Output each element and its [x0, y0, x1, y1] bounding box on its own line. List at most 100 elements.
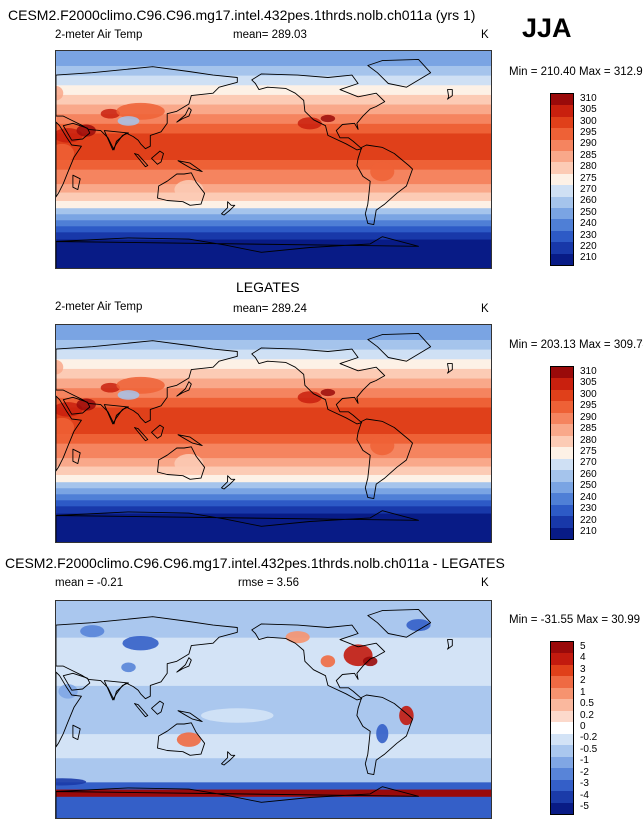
field-anomaly [80, 625, 104, 637]
colorbar-tick-label: 210 [580, 527, 597, 537]
colorbar-swatch [551, 174, 573, 186]
colorbar-swatch [551, 493, 573, 505]
field-anomaly [122, 636, 158, 650]
field-band [56, 94, 491, 104]
panel1-map [55, 50, 492, 269]
colorbar-tick-label: 4 [580, 653, 586, 663]
map-svg [56, 325, 491, 542]
field-band [56, 226, 491, 233]
season-label: JJA [522, 13, 572, 44]
colorbar-swatch [551, 665, 573, 677]
colorbar-tick-label: -0.5 [580, 745, 597, 755]
field-band [56, 758, 491, 783]
field-band [56, 513, 491, 542]
colorbar-swatch [551, 424, 573, 436]
colorbar-swatch [551, 676, 573, 688]
colorbar-swatch [551, 162, 573, 174]
colorbar-swatch [551, 803, 573, 815]
field-band [56, 500, 491, 507]
field-anomaly [370, 436, 394, 455]
colorbar-tick-label: 250 [580, 208, 597, 218]
colorbar-tick-label: 305 [580, 105, 597, 115]
field-band [56, 434, 491, 444]
colorbar-tick-label: 0 [580, 722, 586, 732]
colorbar-swatch [551, 151, 573, 163]
field-band [56, 637, 491, 686]
colorbar-swatch [551, 219, 573, 231]
colorbar-swatch [551, 780, 573, 792]
field-anomaly [118, 116, 140, 126]
colorbar-tick-label: 270 [580, 185, 597, 195]
colorbar-tick-label: 275 [580, 447, 597, 457]
field-band [56, 458, 491, 467]
panel1-variable-label: 2-meter Air Temp [55, 29, 142, 41]
colorbar-tick-label: 295 [580, 128, 597, 138]
colorbar-swatch [551, 390, 573, 402]
colorbar-tick-label: -0.2 [580, 733, 597, 743]
field-band [56, 220, 491, 227]
field-anomaly [174, 180, 203, 199]
field-band [56, 208, 491, 215]
colorbar-tick-label: 0.2 [580, 711, 594, 721]
colorbar-tick-label: 260 [580, 470, 597, 480]
colorbar-swatch [551, 378, 573, 390]
field-band [56, 443, 491, 458]
panel1-colorbar [550, 93, 574, 266]
field-band [56, 482, 491, 489]
colorbar-swatch [551, 459, 573, 471]
colorbar-swatch [551, 94, 573, 106]
colorbar-tick-label: -3 [580, 779, 589, 789]
colorbar-swatch [551, 653, 573, 665]
panel3-units-label: K [481, 577, 489, 589]
field-band [56, 419, 491, 434]
field-band [56, 494, 491, 501]
field-band [56, 239, 491, 268]
colorbar-tick-label: 270 [580, 458, 597, 468]
panel1-units-label: K [481, 29, 489, 41]
colorbar-swatch [551, 413, 573, 425]
colorbar-tick-label: 300 [580, 390, 597, 400]
field-band [56, 145, 491, 160]
panel2-mean-label: mean= 289.24 [233, 303, 307, 315]
colorbar-swatch [551, 722, 573, 734]
colorbar-tick-label: -5 [580, 802, 589, 812]
colorbar-swatch [551, 745, 573, 757]
colorbar-swatch [551, 791, 573, 803]
field-band [56, 184, 491, 193]
panel2-title: LEGATES [236, 279, 300, 295]
field-band [56, 169, 491, 184]
colorbar-tick-label: 240 [580, 493, 597, 503]
field-band [56, 466, 491, 475]
colorbar-swatch [551, 401, 573, 413]
colorbar-swatch [551, 436, 573, 448]
colorbar-tick-label: 250 [580, 481, 597, 491]
colorbar-tick-label: 1 [580, 688, 586, 698]
field-anomaly [77, 399, 96, 411]
field-anomaly [77, 125, 96, 137]
colorbar-swatch [551, 254, 573, 266]
colorbar-swatch [551, 642, 573, 654]
colorbar-swatch [551, 688, 573, 700]
field-band [56, 796, 491, 818]
colorbar-tick-label: 280 [580, 436, 597, 446]
colorbar-swatch [551, 734, 573, 746]
field-band [56, 325, 491, 340]
colorbar-swatch [551, 208, 573, 220]
colorbar-swatch [551, 447, 573, 459]
colorbar-tick-label: -2 [580, 768, 589, 778]
field-band [56, 192, 491, 201]
field-anomaly [321, 389, 336, 396]
field-anomaly [321, 655, 336, 667]
colorbar-swatch [551, 768, 573, 780]
colorbar-swatch [551, 140, 573, 152]
colorbar-tick-label: 285 [580, 151, 597, 161]
panel1-minmax-label: Min = 210.40 Max = 312.98 [509, 66, 643, 78]
colorbar-tick-label: 240 [580, 219, 597, 229]
colorbar-swatch [551, 128, 573, 140]
colorbar-swatch [551, 699, 573, 711]
field-anomaly [298, 391, 322, 403]
colorbar-tick-label: 220 [580, 516, 597, 526]
colorbar-swatch [551, 117, 573, 129]
field-anomaly [370, 162, 394, 181]
colorbar-tick-label: 260 [580, 196, 597, 206]
